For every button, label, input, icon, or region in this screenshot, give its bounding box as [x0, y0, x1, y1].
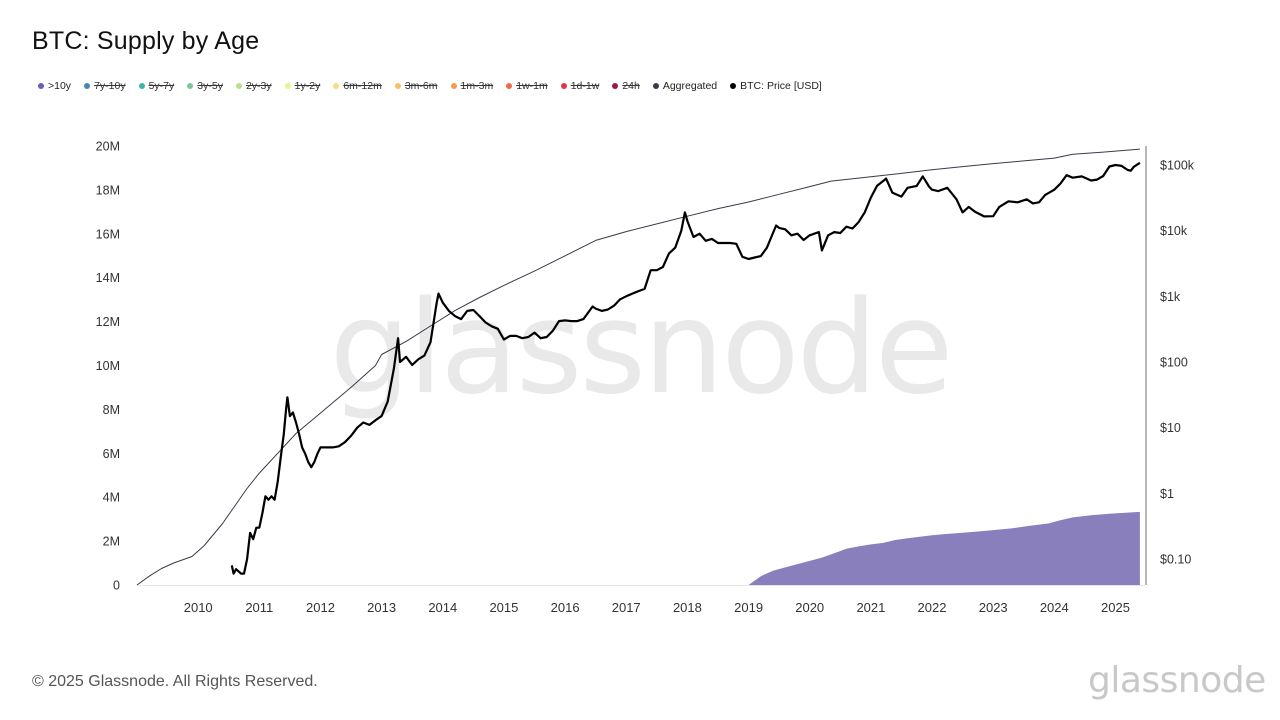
series-area-over-10y[interactable] — [748, 511, 1140, 585]
legend-dot-icon — [612, 83, 619, 89]
y-right-tick-label: $10k — [1160, 224, 1188, 238]
copyright-footer: © 2025 Glassnode. All Rights Reserved. — [32, 673, 318, 690]
y-left-tick-label: 0 — [113, 579, 120, 593]
y-left-tick-label: 2M — [103, 535, 120, 549]
x-tick-label: 2018 — [673, 600, 702, 615]
x-tick-label: 2020 — [795, 600, 824, 615]
legend-label: BTC: Price [USD] — [740, 80, 822, 92]
legend-item[interactable]: 2y-3y — [235, 80, 272, 92]
x-tick-label: 2015 — [489, 600, 518, 615]
legend-dot-icon — [284, 83, 291, 89]
y-left-tick-label: 12M — [96, 315, 120, 329]
y-left-tick-label: 6M — [103, 447, 120, 461]
legend-item[interactable]: 3y-5y — [187, 80, 223, 92]
legend-label: 5y-7y — [148, 80, 175, 92]
legend-label: 1d-1w — [570, 80, 600, 92]
legend-item[interactable]: 24h — [612, 80, 640, 92]
y-right-tick-label: $100k — [1160, 159, 1195, 173]
legend-label: >10y — [48, 80, 72, 92]
x-tick-label: 2012 — [306, 600, 335, 615]
x-tick-label: 2019 — [734, 600, 763, 615]
legend-label: 24h — [622, 80, 640, 92]
legend-item[interactable]: 5y-7y — [138, 80, 175, 92]
legend-label: 3y-5y — [197, 80, 223, 92]
y-left-tick-label: 20M — [96, 140, 120, 154]
legend-label: 2y-3y — [245, 80, 272, 92]
legend-dot-icon — [394, 83, 401, 89]
legend-item[interactable]: BTC: Price [USD] — [730, 80, 822, 92]
legend-dot-icon — [187, 83, 194, 89]
axes-layer: 0 2M 4M 6M 8M 10M 12M 14M 16M 18M 20M $0.10 $1 $10 $10… — [96, 140, 1195, 616]
x-tick-label: 2023 — [979, 600, 1008, 615]
y-right-tick-label: $10 — [1160, 421, 1181, 435]
x-tick-label: 2017 — [612, 600, 641, 615]
legend-item[interactable]: 1w-1m — [506, 80, 548, 92]
legend-item[interactable]: >10y — [38, 80, 71, 92]
y-right-tick-label: $1k — [1160, 290, 1181, 304]
y-left-tick-label: 16M — [96, 227, 120, 241]
page-title: BTC: Supply by Age — [32, 27, 260, 55]
legend-label: 3m-6m — [404, 80, 438, 92]
x-tick-label: 2025 — [1101, 600, 1130, 615]
x-tick-label: 2010 — [184, 600, 213, 615]
y-left-tick-label: 14M — [96, 271, 120, 285]
line-layer — [136, 148, 1141, 586]
x-tick-label: 2011 — [245, 600, 273, 615]
legend-dot-icon — [333, 83, 340, 89]
legend-label: 6m-12m — [343, 80, 382, 92]
y-left-tick-label: 18M — [96, 183, 120, 197]
legend-label: 1y-2y — [294, 80, 321, 92]
legend-item[interactable]: Aggregated — [652, 80, 718, 92]
y-right-tick-label: $1 — [1160, 487, 1174, 501]
x-tick-label: 2014 — [428, 600, 457, 615]
legend-label: 7y-10y — [94, 80, 126, 92]
legend-item[interactable]: 1d-1w — [560, 80, 600, 92]
legend-item[interactable]: 6m-12m — [333, 80, 382, 92]
legend-dot-icon — [38, 83, 44, 89]
chart-legend: >10y 7y-10y 5y-7y 3y-5y 2y-3y 1y-2y 6m-12m 3m-6… — [38, 80, 835, 92]
area-layer — [748, 511, 1140, 585]
legend-dot-icon — [506, 83, 513, 89]
y-right-tick-label: $100 — [1160, 356, 1188, 370]
y-right-tick-label: $0.10 — [1160, 553, 1191, 567]
x-tick-label: 2013 — [367, 600, 396, 615]
legend-dot-icon — [652, 83, 659, 89]
legend-label: Aggregated — [662, 80, 718, 92]
chart-watermark: glassnode — [329, 274, 950, 423]
x-tick-label: 2022 — [918, 600, 947, 615]
y-left-tick-label: 4M — [103, 491, 120, 505]
series-line-btc-price[interactable] — [230, 161, 1141, 575]
legend-item[interactable]: 3m-6m — [394, 80, 438, 92]
legend-item[interactable]: 1m-3m — [450, 80, 494, 92]
legend-dot-icon — [138, 83, 145, 89]
legend-label: 1w-1m — [516, 80, 548, 92]
glassnode-logo[interactable]: glassnode — [1088, 660, 1266, 701]
legend-dot-icon — [450, 83, 457, 89]
legend-item[interactable]: 1y-2y — [284, 80, 321, 92]
legend-dot-icon — [235, 83, 242, 89]
legend-dot-icon — [84, 83, 91, 89]
x-tick-label: 2016 — [551, 600, 580, 615]
series-line-aggregated[interactable] — [136, 148, 1140, 586]
legend-dot-icon — [730, 83, 737, 89]
x-tick-label: 2024 — [1040, 600, 1069, 615]
y-left-tick-label: 8M — [103, 403, 120, 417]
x-tick-label: 2021 — [856, 600, 885, 615]
legend-item[interactable]: 7y-10y — [84, 80, 126, 92]
y-left-tick-label: 10M — [96, 359, 120, 373]
legend-dot-icon — [560, 83, 567, 89]
legend-label: 1m-3m — [460, 80, 494, 92]
